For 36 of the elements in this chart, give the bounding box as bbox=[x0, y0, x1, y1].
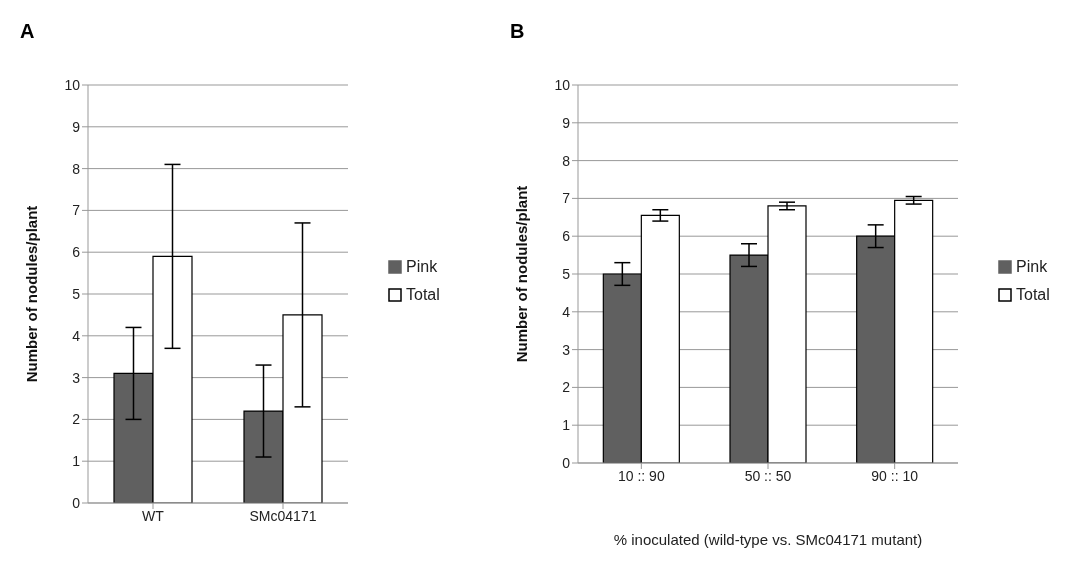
y-tick-label: 1 bbox=[562, 417, 571, 434]
y-tick-label: 4 bbox=[562, 303, 571, 320]
y-tick-label: 0 bbox=[72, 494, 81, 511]
chart-title: A bbox=[20, 20, 35, 43]
y-tick-label: 2 bbox=[562, 379, 571, 396]
y-tick-label: 10 bbox=[554, 76, 571, 93]
y-tick-label: 2 bbox=[72, 411, 81, 428]
y-tick-label: 8 bbox=[562, 152, 571, 169]
y-tick-label: 6 bbox=[72, 244, 81, 261]
x-tick-label: 90 :: 10 bbox=[871, 467, 919, 484]
y-tick-label: 5 bbox=[562, 265, 571, 282]
x-tick-label: WT bbox=[142, 507, 165, 524]
legend-label: Total bbox=[1016, 285, 1050, 304]
legend-label: Pink bbox=[406, 257, 438, 276]
y-tick-label: 3 bbox=[562, 341, 571, 358]
y-tick-label: 7 bbox=[562, 190, 571, 207]
y-axis-title: Number of nodules/plant bbox=[513, 185, 531, 363]
y-tick-label: 10 bbox=[64, 76, 81, 93]
y-tick-label: 8 bbox=[72, 160, 81, 177]
y-axis-title: Number of nodules/plant bbox=[23, 205, 41, 383]
y-tick-label: 7 bbox=[72, 202, 81, 219]
y-tick-label: 1 bbox=[72, 453, 81, 470]
y-tick-label: 6 bbox=[562, 228, 571, 245]
y-tick-label: 9 bbox=[562, 114, 571, 131]
y-tick-label: 4 bbox=[72, 327, 81, 344]
x-tick-label: SMc04171 bbox=[249, 507, 317, 524]
x-axis-title: % inoculated (wild-type vs. SMc04171 mutant) bbox=[613, 531, 923, 548]
legend-label: Total bbox=[406, 285, 440, 304]
x-tick-label: 50 :: 50 bbox=[744, 467, 792, 484]
chart-title: B bbox=[510, 20, 525, 43]
x-tick-label: 10 :: 90 bbox=[617, 467, 665, 484]
y-tick-label: 3 bbox=[72, 369, 81, 386]
y-tick-label: 5 bbox=[72, 285, 81, 302]
y-tick-label: 0 bbox=[562, 454, 571, 471]
y-tick-label: 9 bbox=[72, 118, 81, 135]
legend-label: Pink bbox=[1016, 257, 1048, 276]
